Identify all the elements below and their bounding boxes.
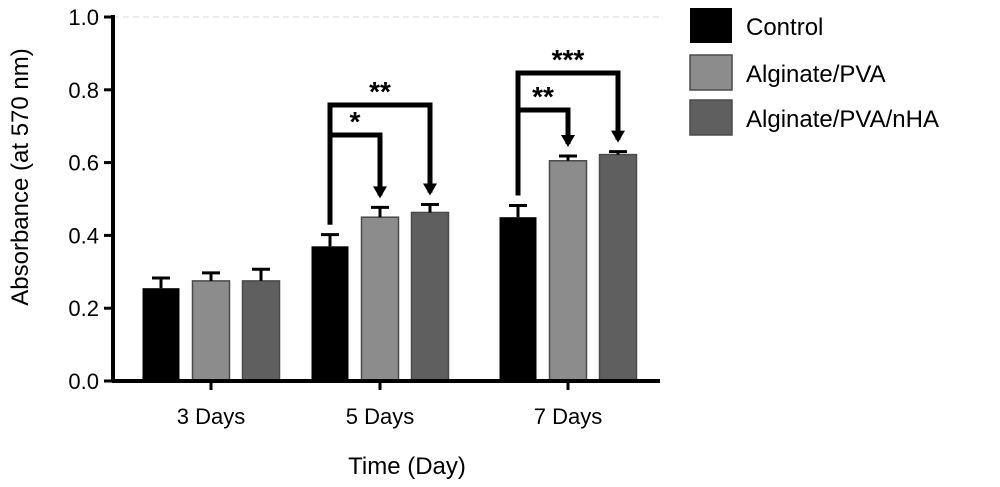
bar-1-1 bbox=[142, 288, 180, 381]
x-tick-label: 3 Days bbox=[177, 404, 245, 429]
x-tick-label: 7 Days bbox=[534, 404, 602, 429]
bar-3-2 bbox=[410, 211, 450, 382]
y-tick-label: 0.0 bbox=[68, 369, 99, 394]
y-tick-label: 1.0 bbox=[68, 5, 99, 30]
y-tick-label: 0.6 bbox=[68, 151, 99, 176]
legend-swatch bbox=[690, 8, 732, 43]
significance-arrow bbox=[611, 130, 625, 143]
y-tick-label: 0.8 bbox=[68, 78, 99, 103]
bar-1-2 bbox=[311, 246, 349, 381]
bar-3-3 bbox=[598, 153, 638, 382]
legend: Control Alginate/PVA Alginate/PVA/nHA bbox=[689, 8, 939, 136]
significance-arrow bbox=[373, 186, 387, 199]
bar-2-3 bbox=[548, 160, 588, 382]
legend-label: Alginate/PVA bbox=[746, 61, 886, 88]
significance-label: ** bbox=[369, 76, 391, 107]
x-axis-title: Time (Day) bbox=[348, 453, 466, 480]
y-axis-title: Absorbance (at 570 nm) bbox=[7, 48, 34, 305]
bar-1-3 bbox=[499, 217, 537, 381]
significance-bracket bbox=[515, 70, 621, 196]
significance-label: * bbox=[350, 106, 361, 137]
significance-bracket bbox=[327, 132, 383, 225]
significance-bracket bbox=[327, 102, 433, 225]
bar-2-1 bbox=[191, 280, 231, 382]
bars bbox=[142, 153, 638, 382]
significance-label: ** bbox=[532, 81, 554, 112]
legend-swatch bbox=[689, 54, 733, 91]
significance-label: *** bbox=[552, 44, 585, 75]
x-tick-label: 5 Days bbox=[346, 404, 414, 429]
y-tick-label: 0.2 bbox=[68, 296, 99, 321]
bar-3-1 bbox=[241, 280, 281, 382]
significance-brackets: *** ***** bbox=[327, 44, 625, 225]
y-tick-label: 0.4 bbox=[68, 223, 99, 248]
significance-arrow bbox=[561, 135, 575, 148]
axes: 0.0 0.2 0.4 0.6 0.8 1.0 3 Days 5 Days 7 Days bbox=[68, 5, 660, 429]
error-bars bbox=[152, 150, 627, 289]
significance-arrow bbox=[423, 183, 437, 196]
legend-label: Alginate/PVA/nHA bbox=[746, 106, 939, 133]
legend-swatch bbox=[689, 99, 733, 136]
bar-2-2 bbox=[360, 216, 400, 382]
legend-label: Control bbox=[746, 14, 823, 41]
